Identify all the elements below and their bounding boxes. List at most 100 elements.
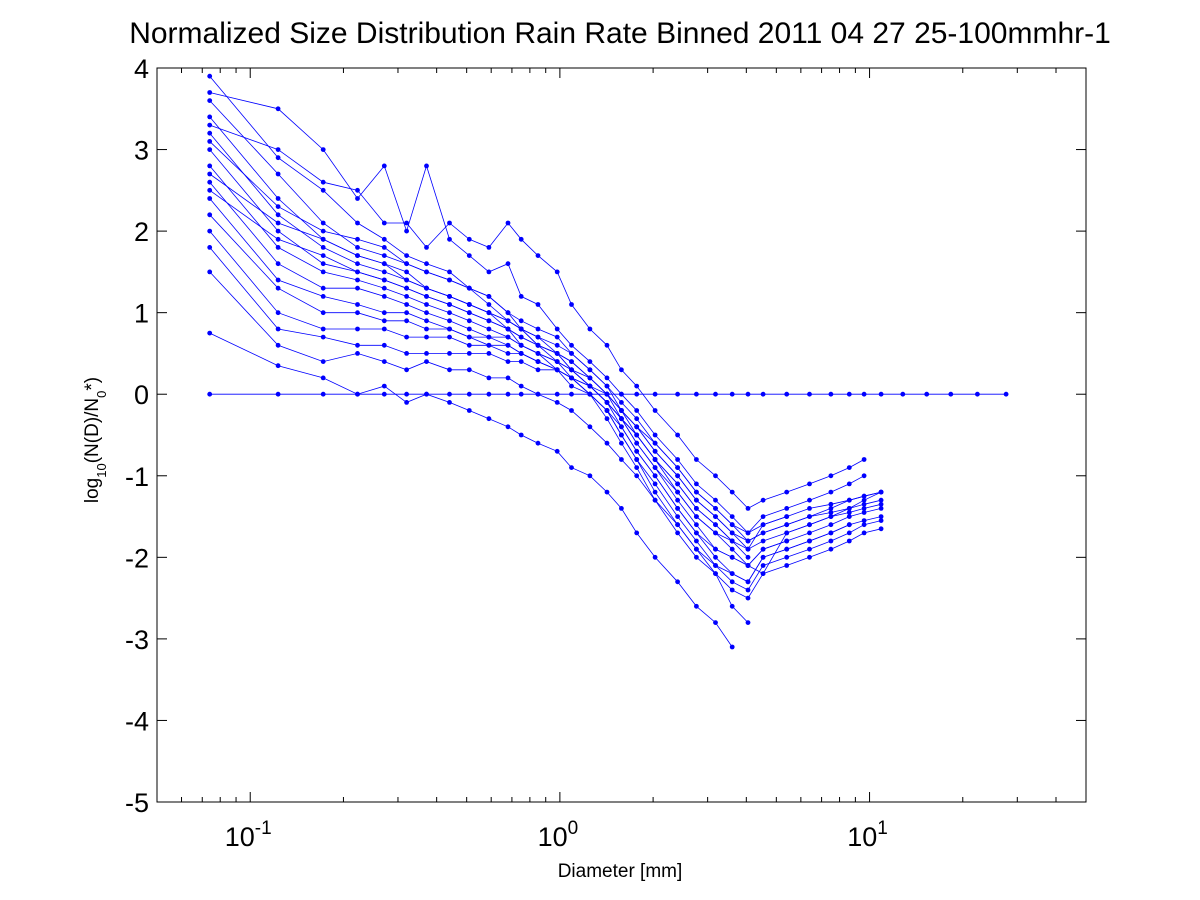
data-point bbox=[745, 620, 751, 625]
data-point bbox=[404, 310, 409, 316]
data-point bbox=[207, 73, 213, 79]
data-point bbox=[207, 245, 213, 250]
data-point bbox=[466, 285, 472, 291]
data-point bbox=[320, 220, 326, 226]
data-point bbox=[807, 391, 812, 397]
data-point bbox=[569, 465, 574, 470]
data-point bbox=[447, 334, 452, 340]
data-point bbox=[355, 236, 360, 242]
data-point bbox=[861, 457, 867, 462]
data-point bbox=[424, 294, 429, 299]
data-point bbox=[675, 465, 680, 470]
data-point bbox=[828, 538, 834, 544]
data-point bbox=[587, 367, 593, 373]
data-point bbox=[207, 196, 213, 201]
data-point bbox=[207, 171, 213, 177]
data-point bbox=[275, 106, 281, 112]
data-point bbox=[900, 391, 906, 397]
data-point bbox=[505, 261, 511, 267]
data-point bbox=[486, 269, 492, 275]
data-point bbox=[694, 514, 699, 519]
reference-series bbox=[207, 391, 1009, 397]
x-tick-label: 100 bbox=[538, 818, 579, 852]
data-point bbox=[554, 351, 560, 356]
data-point bbox=[760, 571, 766, 576]
data-point bbox=[760, 522, 766, 528]
data-point bbox=[275, 196, 281, 201]
series-line bbox=[209, 189, 882, 542]
data-point bbox=[587, 424, 593, 430]
data-point bbox=[619, 400, 624, 405]
series bbox=[207, 139, 884, 552]
data-point bbox=[652, 465, 658, 470]
data-point bbox=[694, 522, 699, 528]
x-tick-labels: 10-1 100 101 bbox=[225, 818, 888, 852]
data-point bbox=[861, 501, 867, 507]
data-point bbox=[466, 236, 472, 242]
data-point bbox=[355, 187, 360, 193]
y-label-suffix: *) bbox=[82, 377, 103, 391]
data-point bbox=[424, 391, 429, 397]
data-point bbox=[619, 457, 624, 462]
data-point bbox=[652, 457, 658, 462]
y-tick-label: -3 bbox=[125, 625, 149, 655]
data-point bbox=[634, 530, 640, 536]
data-point bbox=[486, 245, 492, 250]
data-point bbox=[729, 522, 735, 528]
data-point bbox=[518, 351, 524, 356]
data-point bbox=[320, 285, 326, 291]
data-point bbox=[634, 424, 640, 430]
data-point bbox=[745, 391, 751, 397]
data-point bbox=[604, 440, 610, 446]
data-point bbox=[619, 424, 624, 430]
data-point bbox=[207, 130, 213, 136]
data-point bbox=[569, 383, 574, 389]
data-point bbox=[275, 261, 281, 267]
data-point bbox=[275, 147, 281, 153]
data-point bbox=[828, 489, 834, 495]
data-point bbox=[652, 473, 658, 479]
data-point bbox=[784, 506, 790, 511]
data-point bbox=[675, 481, 680, 487]
data-point bbox=[675, 391, 680, 397]
y-tick-label: 0 bbox=[134, 380, 149, 410]
data-point bbox=[634, 473, 640, 479]
data-point bbox=[320, 245, 326, 250]
data-point bbox=[729, 571, 735, 576]
data-point bbox=[828, 501, 834, 507]
data-point bbox=[604, 408, 610, 413]
data-point bbox=[652, 497, 658, 503]
data-point bbox=[355, 277, 360, 283]
data-point bbox=[828, 530, 834, 536]
data-point bbox=[604, 342, 610, 348]
data-point bbox=[320, 334, 326, 340]
y-tick-label: -2 bbox=[125, 543, 149, 573]
data-point bbox=[745, 530, 751, 536]
data-point bbox=[275, 204, 281, 210]
data-point bbox=[466, 334, 472, 340]
data-point bbox=[275, 220, 281, 226]
data-point bbox=[760, 554, 766, 560]
series-line bbox=[209, 247, 733, 542]
data-point bbox=[619, 391, 624, 397]
data-point bbox=[275, 245, 281, 250]
data-point bbox=[554, 367, 560, 373]
y-tick-label: 3 bbox=[134, 136, 149, 166]
data-point bbox=[745, 579, 751, 585]
data-point bbox=[320, 228, 326, 234]
data-point bbox=[381, 277, 387, 283]
data-point bbox=[320, 187, 326, 193]
data-point bbox=[404, 334, 409, 340]
data-point bbox=[784, 522, 790, 528]
data-point bbox=[807, 546, 812, 552]
data-point bbox=[713, 522, 718, 528]
data-point bbox=[694, 457, 699, 462]
data-point bbox=[729, 530, 735, 536]
data-point bbox=[619, 432, 624, 438]
y-label-mid: (N(D)/N bbox=[82, 398, 103, 463]
data-point bbox=[381, 220, 387, 226]
data-point bbox=[878, 489, 884, 495]
data-point bbox=[535, 367, 541, 373]
data-point bbox=[381, 359, 387, 364]
data-point bbox=[729, 554, 735, 560]
